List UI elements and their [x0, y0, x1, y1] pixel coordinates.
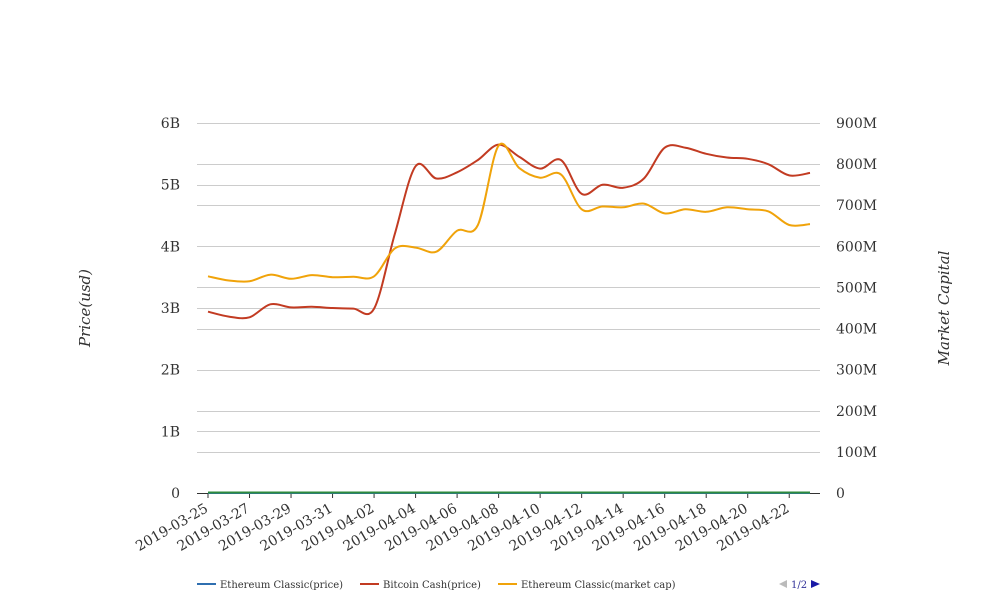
right-y-axis: 0 100M 200M 300M 400M 500M 600M 700M 800M 900M: [836, 116, 877, 502]
right-tick-label-9: 900M: [836, 116, 877, 132]
pager-label: 1/2: [791, 580, 807, 591]
left-tick-label-3: 3B: [161, 301, 180, 317]
right-tick-label-4: 400M: [836, 322, 877, 338]
left-tick-label-2: 2B: [161, 363, 180, 379]
right-tick-label-5: 500M: [836, 280, 877, 296]
series-lines: [207, 142, 811, 495]
right-tick-label-7: 700M: [836, 198, 877, 214]
legend: Ethereum Classic(price) Bitcoin Cash(pric…: [197, 580, 676, 591]
right-tick-label-3: 300M: [836, 363, 877, 379]
right-tick-label-8: 800M: [836, 157, 877, 173]
legend-pager: 1/2: [779, 580, 820, 591]
left-tick-label-0: 0: [171, 486, 180, 502]
pager-next-icon[interactable]: [811, 580, 820, 588]
legend-label-2[interactable]: Ethereum Classic(market cap): [521, 580, 676, 591]
right-tick-label-1: 100M: [836, 445, 877, 461]
left-tick-label-1: 1B: [161, 424, 180, 440]
pager-prev-icon[interactable]: [779, 580, 787, 588]
right-tick-label-2: 200M: [836, 404, 877, 420]
left-tick-label-5: 5B: [161, 178, 180, 194]
right-tick-label-0: 0: [836, 486, 845, 502]
left-axis-title: Price(usd): [76, 269, 94, 348]
left-y-axis: 0 1B 2B 3B 4B 5B 6B: [161, 116, 180, 502]
left-tick-label-6: 6B: [161, 116, 180, 132]
series-line-1: [207, 143, 811, 320]
right-tick-label-6: 600M: [836, 239, 877, 255]
right-axis-title: Market Capital: [935, 250, 953, 366]
left-tick-label-4: 4B: [161, 239, 180, 255]
legend-label-1[interactable]: Bitcoin Cash(price): [383, 580, 481, 591]
series-line-2: [207, 142, 811, 283]
legend-label-0[interactable]: Ethereum Classic(price): [220, 580, 343, 591]
x-axis: 2019-03-252019-03-272019-03-292019-03-31…: [133, 493, 820, 555]
grid-lines: [197, 123, 820, 453]
